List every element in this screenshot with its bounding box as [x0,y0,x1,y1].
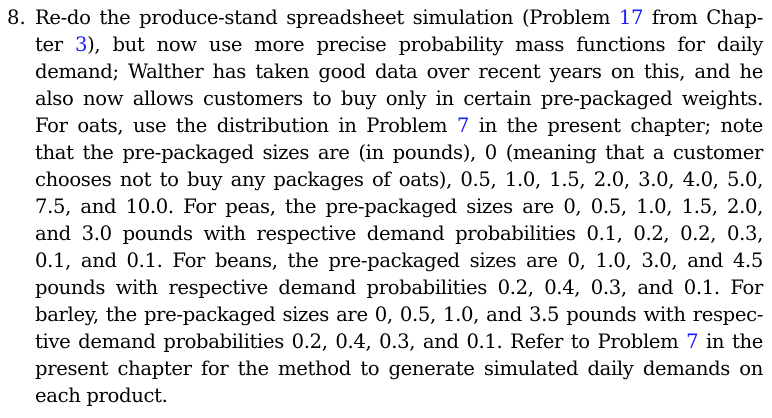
cross-reference-link[interactable]: 3 [74,33,88,56]
text-segment: in the present chapter; note [468,114,764,137]
text-segment: in the [698,330,763,353]
text-line: tive demand probabilities 0.2, 0.4, 0.3,… [35,328,763,355]
cross-reference-link[interactable]: 7 [456,114,469,137]
text-segment: that the pre-packaged sizes are (in poun… [35,141,763,164]
text-segment: 7.5, and 10.0. For peas, the pre-package… [35,195,763,218]
text-segment: and 3.0 pounds with respective demand pr… [35,222,763,245]
text-segment: Re-do the produce-stand spreadsheet simu… [35,6,619,29]
text-segment: also now allows customers to buy only in… [35,87,763,110]
text-line: For oats, use the distribution in Proble… [35,112,763,139]
text-line: 0.1, and 0.1. For beans, the pre-package… [35,247,763,274]
text-segment: pounds with respective demand probabilit… [35,276,763,299]
text-segment: ter [35,33,75,56]
text-segment: tive demand probabilities 0.2, 0.4, 0.3,… [35,330,687,353]
text-line: present chapter for the method to genera… [35,355,763,382]
text-segment: chooses not to buy any packages of oats)… [35,168,763,191]
text-line: chooses not to buy any packages of oats)… [35,166,763,193]
text-line: pounds with respective demand probabilit… [35,274,763,301]
cross-reference-link[interactable]: 7 [686,330,699,353]
text-segment: present chapter for the method to genera… [35,357,763,380]
text-segment: each product. [35,384,168,407]
cross-reference-link[interactable]: 17 [618,6,644,29]
text-line: ter 3), but now use more precise probabi… [35,31,763,58]
text-line: and 3.0 pounds with respective demand pr… [35,220,763,247]
problem-number: 8. [7,6,26,29]
text-line: also now allows customers to buy only in… [35,85,763,112]
text-segment: demand; Walther has taken good data over… [35,60,763,83]
text-segment: For oats, use the distribution in Proble… [35,114,457,137]
text-line: demand; Walther has taken good data over… [35,58,763,85]
text-segment: ), but now use more precise probability … [87,33,763,56]
text-line: that the pre-packaged sizes are (in poun… [35,139,763,166]
text-segment: 0.1, and 0.1. For beans, the pre-package… [35,249,763,272]
text-line: 7.5, and 10.0. For peas, the pre-package… [35,193,763,220]
text-line: barley, the pre-packaged sizes are 0, 0.… [35,301,763,328]
text-segment: barley, the pre-packaged sizes are 0, 0.… [35,303,763,326]
text-line: Re-do the produce-stand spreadsheet simu… [35,4,763,31]
text-line: each product. [35,382,763,409]
text-segment: from Chap- [643,6,763,29]
